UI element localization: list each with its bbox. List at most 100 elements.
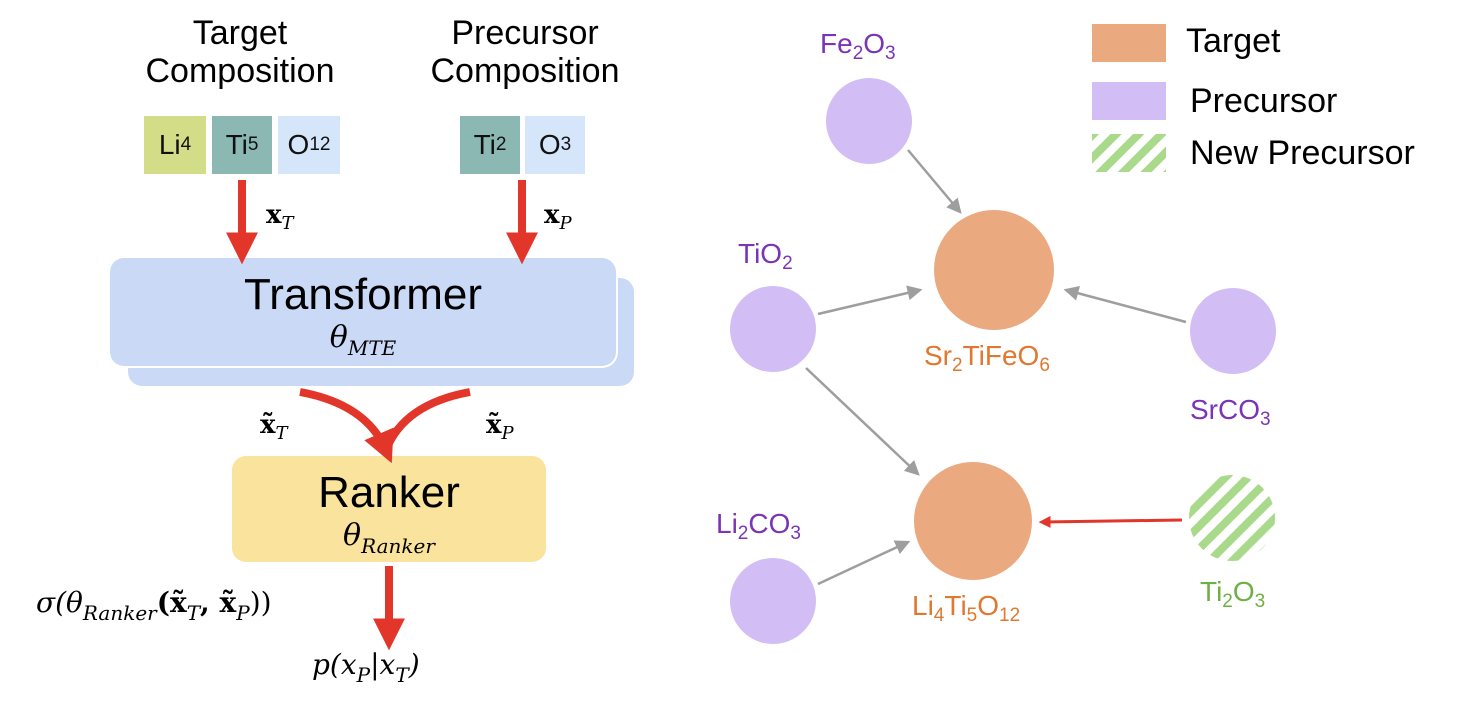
formula-text: O [1232, 576, 1255, 607]
sigma-args: (x̃ [156, 586, 187, 619]
node-fe2o3 [826, 78, 912, 164]
vector-subscript: T [275, 423, 288, 444]
vector-subscript: T [281, 213, 294, 234]
formula-subscript: 3 [1260, 409, 1271, 430]
prob-close: ) [408, 648, 420, 681]
sigma-args2: , x̃ [200, 586, 237, 619]
formula-text: Sr [924, 340, 952, 371]
node-li4ti5o12 [914, 462, 1032, 580]
node-li2co3 [730, 558, 816, 644]
sigma-close: )) [249, 586, 272, 619]
param-symbol: θ [329, 320, 348, 355]
formula-subscript: 2 [952, 355, 963, 376]
ranker-title: Ranker [318, 468, 460, 517]
sigma-subscript: Ranker [82, 601, 157, 625]
transformer-param: θMTE [110, 320, 616, 360]
sigma-arg-sub-p: P [236, 601, 250, 625]
token-subscript: 4 [180, 134, 192, 155]
node-srco3 [1190, 288, 1276, 374]
vector-symbol: x̃ [260, 410, 276, 440]
formula-subscript: 2 [852, 43, 864, 64]
param-subscript: MTE [347, 336, 397, 360]
label-sr2tifeo6: Sr2TiFeO6 [924, 340, 1050, 377]
label-li2co3: Li2CO3 [716, 508, 801, 545]
prob-sub-t: T [395, 663, 409, 687]
transformer-title: Transformer [244, 270, 482, 319]
formula-subscript: 2 [737, 523, 749, 544]
ranker-box: Ranker θRanker [232, 456, 546, 562]
sigma-arg-sub-t: T [186, 601, 201, 625]
target-token-li: Li 4 [144, 116, 206, 174]
sigma-head: σ(θ [36, 586, 83, 619]
formula-text: O [977, 590, 1000, 621]
token-element: Ti [473, 129, 496, 160]
vector-symbol: x [266, 200, 282, 230]
prob-sub-p: P [356, 663, 371, 687]
probability-expression: p(xP|xT) [312, 648, 420, 687]
x-tilde-precursor-label: x̃P [486, 410, 514, 444]
edge-li2co3-to-li4ti5o12 [817, 540, 911, 586]
precursor-header-line2: Composition [430, 52, 620, 90]
legend-label-new-precursor: New Precursor [1190, 134, 1415, 172]
label-li4ti5o12: Li4Ti5O12 [912, 590, 1020, 627]
edge-fe2o3-to-sr2tifeo6 [907, 149, 962, 214]
vector-subscript: P [559, 213, 572, 234]
precursor-composition-header: Precursor Composition [400, 14, 650, 90]
node-sr2tifeo6 [934, 210, 1054, 330]
legend-label-target: Target [1186, 22, 1281, 60]
formula-subscript: 12 [999, 605, 1021, 626]
token-subscript: 2 [495, 134, 507, 155]
sigma-expression: σ(θRanker(x̃T, x̃P)) [36, 586, 272, 625]
precursor-header-line1: Precursor [451, 14, 599, 52]
token-element: Ti [225, 129, 248, 160]
precursor-token-ti: Ti 2 [460, 116, 520, 174]
formula-subscript: 3 [885, 43, 896, 64]
legend-swatch-precursor [1092, 82, 1166, 120]
label-fe2o3: Fe2O3 [820, 28, 896, 65]
formula-subscript: 3 [1254, 591, 1266, 612]
formula-subscript: 6 [1039, 355, 1050, 376]
formula-subscript: 2 [782, 253, 793, 274]
target-header-line1: Target [192, 14, 288, 52]
formula-subscript: 2 [1222, 591, 1233, 612]
label-ti2o3: Ti2O3 [1200, 576, 1265, 613]
formula-text: TiO [738, 238, 783, 269]
token-element: Li [158, 129, 181, 160]
formula-text: Ti [1200, 576, 1223, 607]
legend-swatch-target [1092, 24, 1166, 62]
label-srco3: SrCO3 [1190, 394, 1271, 431]
x-tilde-target-label: x̃T [260, 410, 288, 444]
token-subscript: 3 [560, 134, 572, 155]
token-subscript: 5 [247, 134, 259, 155]
node-tio2 [730, 286, 816, 372]
x-precursor-label: xP [544, 200, 572, 234]
formula-subscript: 3 [790, 523, 801, 544]
edge-ti2o3-to-li4ti5o12 [1038, 515, 1183, 528]
target-token-ti: Ti 5 [212, 116, 272, 174]
label-tio2: TiO2 [738, 238, 793, 275]
arrow-merge-left [299, 388, 394, 464]
token-subscript: 12 [309, 134, 331, 155]
formula-subscript: 5 [966, 605, 978, 626]
transformer-box: Transformer θMTE [110, 258, 616, 366]
param-symbol: θ [343, 518, 362, 553]
target-header-line2: Composition [145, 52, 335, 90]
vector-subscript: P [501, 423, 514, 444]
edge-tio2-to-sr2tifeo6 [817, 285, 923, 316]
edge-tio2-to-li4ti5o12 [805, 367, 920, 476]
target-token-o: O 12 [278, 116, 340, 174]
legend-swatch-new-precursor [1092, 134, 1166, 172]
token-element: O [538, 129, 561, 160]
x-target-label: xT [266, 200, 294, 234]
formula-text: TiFeO [962, 340, 1040, 371]
param-subscript: Ranker [361, 534, 435, 558]
formula-text: Li [716, 508, 738, 539]
ranker-param: θRanker [232, 518, 546, 558]
token-element: O [287, 129, 310, 160]
prob-mid: |x [370, 648, 396, 681]
arrow-merge-right [382, 388, 471, 452]
formula-text: SrCO [1190, 394, 1260, 425]
formula-text: O [863, 28, 886, 59]
